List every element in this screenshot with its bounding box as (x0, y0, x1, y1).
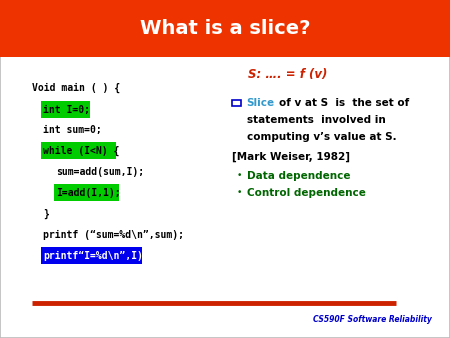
FancyBboxPatch shape (232, 100, 241, 106)
Text: What is a slice?: What is a slice? (140, 19, 310, 38)
Text: •: • (236, 171, 242, 180)
Text: }: } (43, 209, 49, 219)
Text: CS590F Software Reliability: CS590F Software Reliability (313, 315, 432, 324)
FancyBboxPatch shape (41, 247, 142, 264)
FancyBboxPatch shape (41, 101, 90, 118)
Text: S: …. = f (v): S: …. = f (v) (248, 68, 328, 81)
Text: of v at S  is  the set of: of v at S is the set of (279, 98, 409, 108)
Text: while (I<N) {: while (I<N) { (43, 145, 119, 155)
Text: Void main ( ) {: Void main ( ) { (32, 83, 120, 93)
Text: Slice: Slice (247, 98, 274, 108)
Text: statements  involved in: statements involved in (247, 115, 385, 125)
Text: printf (“sum=%d\n”,sum);: printf (“sum=%d\n”,sum); (43, 230, 184, 240)
Text: Control dependence: Control dependence (247, 188, 365, 198)
Text: I=add(I,1);: I=add(I,1); (56, 188, 121, 198)
Text: printf“I=%d\n”,I);: printf“I=%d\n”,I); (43, 251, 148, 261)
FancyBboxPatch shape (41, 142, 116, 159)
FancyBboxPatch shape (54, 184, 119, 201)
Text: [Mark Weiser, 1982]: [Mark Weiser, 1982] (232, 152, 350, 162)
FancyBboxPatch shape (0, 0, 450, 57)
Text: computing v’s value at S.: computing v’s value at S. (247, 132, 396, 142)
Text: sum=add(sum,I);: sum=add(sum,I); (56, 167, 144, 177)
Text: •: • (236, 188, 242, 197)
Text: int I=0;: int I=0; (43, 105, 90, 115)
Text: Data dependence: Data dependence (247, 171, 350, 181)
Text: int sum=0;: int sum=0; (43, 125, 102, 135)
